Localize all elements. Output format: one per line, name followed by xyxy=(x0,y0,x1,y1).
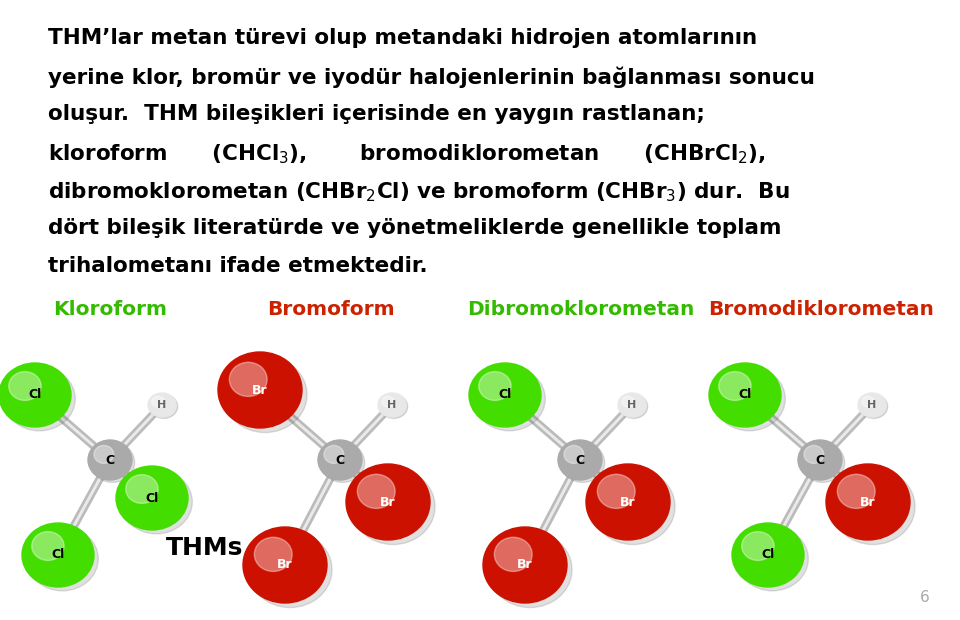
Ellipse shape xyxy=(622,396,635,407)
Text: Cl: Cl xyxy=(29,389,41,402)
Ellipse shape xyxy=(254,538,292,572)
Text: Cl: Cl xyxy=(498,389,512,402)
Ellipse shape xyxy=(713,367,785,431)
Ellipse shape xyxy=(248,531,332,608)
Ellipse shape xyxy=(859,394,888,418)
Ellipse shape xyxy=(116,466,188,530)
Ellipse shape xyxy=(94,445,113,463)
Ellipse shape xyxy=(473,367,545,431)
Ellipse shape xyxy=(152,396,164,407)
Ellipse shape xyxy=(218,352,302,428)
Text: H: H xyxy=(868,400,876,410)
Text: Dibromoklorometan: Dibromoklorometan xyxy=(468,300,694,319)
Text: yerine klor, bromür ve iyodür halojenlerinin bağlanması sonucu: yerine klor, bromür ve iyodür halojenler… xyxy=(48,66,815,87)
Ellipse shape xyxy=(243,527,327,603)
Text: C: C xyxy=(106,453,114,466)
Ellipse shape xyxy=(150,394,178,418)
Text: 6: 6 xyxy=(921,590,930,605)
Ellipse shape xyxy=(378,393,406,417)
Ellipse shape xyxy=(742,531,774,560)
Ellipse shape xyxy=(88,440,132,480)
Ellipse shape xyxy=(719,371,751,401)
Text: Kloroform: Kloroform xyxy=(54,300,167,319)
Ellipse shape xyxy=(351,469,435,544)
Text: Bromodiklorometan: Bromodiklorometan xyxy=(708,300,934,319)
Ellipse shape xyxy=(3,367,75,431)
Text: Br: Br xyxy=(620,495,636,508)
Ellipse shape xyxy=(483,527,567,603)
Ellipse shape xyxy=(619,394,648,418)
Ellipse shape xyxy=(324,445,344,463)
Ellipse shape xyxy=(479,371,511,401)
Text: Cl: Cl xyxy=(738,389,752,402)
Ellipse shape xyxy=(837,474,876,508)
Ellipse shape xyxy=(858,393,886,417)
Ellipse shape xyxy=(564,445,584,463)
Ellipse shape xyxy=(32,531,64,560)
Text: H: H xyxy=(388,400,396,410)
Ellipse shape xyxy=(798,440,842,480)
Ellipse shape xyxy=(561,443,605,482)
Ellipse shape xyxy=(0,363,71,427)
Ellipse shape xyxy=(586,464,670,540)
Text: C: C xyxy=(575,453,585,466)
Ellipse shape xyxy=(709,363,781,427)
Ellipse shape xyxy=(148,393,176,417)
Text: Br: Br xyxy=(277,559,293,572)
Ellipse shape xyxy=(736,527,808,591)
Ellipse shape xyxy=(346,464,430,540)
Text: Br: Br xyxy=(517,559,533,572)
Text: dibromoklorometan (CHBr$_2$Cl) ve bromoform (CHBr$_3$) dur.  Bu: dibromoklorometan (CHBr$_2$Cl) ve bromof… xyxy=(48,180,790,203)
Ellipse shape xyxy=(223,356,307,433)
Ellipse shape xyxy=(382,396,395,407)
Ellipse shape xyxy=(494,538,532,572)
Text: THM’lar metan türevi olup metandaki hidrojen atomlarının: THM’lar metan türevi olup metandaki hidr… xyxy=(48,28,757,48)
Ellipse shape xyxy=(597,474,636,508)
Ellipse shape xyxy=(357,474,396,508)
Text: H: H xyxy=(157,400,167,410)
Text: Bromoform: Bromoform xyxy=(268,300,395,319)
Text: Br: Br xyxy=(860,495,876,508)
Ellipse shape xyxy=(229,362,267,396)
Ellipse shape xyxy=(831,469,915,544)
Ellipse shape xyxy=(618,393,646,417)
Ellipse shape xyxy=(801,443,845,482)
Text: Cl: Cl xyxy=(145,492,158,505)
Ellipse shape xyxy=(826,464,910,540)
Text: C: C xyxy=(335,453,345,466)
Ellipse shape xyxy=(380,394,408,418)
Ellipse shape xyxy=(318,440,362,480)
Text: C: C xyxy=(815,453,825,466)
Ellipse shape xyxy=(321,443,365,482)
Ellipse shape xyxy=(9,371,41,401)
Text: Br: Br xyxy=(252,384,268,397)
Ellipse shape xyxy=(22,523,94,587)
Text: Cl: Cl xyxy=(761,549,775,562)
Ellipse shape xyxy=(26,527,98,591)
Text: oluşur.  THM bileşikleri içerisinde en yaygın rastlanan;: oluşur. THM bileşikleri içerisinde en ya… xyxy=(48,104,705,124)
Text: trihalometanı ifade etmektedir.: trihalometanı ifade etmektedir. xyxy=(48,256,427,276)
Ellipse shape xyxy=(488,531,572,608)
Ellipse shape xyxy=(558,440,602,480)
Text: THMs: THMs xyxy=(166,536,244,560)
Ellipse shape xyxy=(469,363,541,427)
Ellipse shape xyxy=(804,445,824,463)
Ellipse shape xyxy=(732,523,804,587)
Ellipse shape xyxy=(120,470,192,534)
Ellipse shape xyxy=(126,475,158,503)
Ellipse shape xyxy=(862,396,875,407)
Text: Br: Br xyxy=(380,495,396,508)
Text: H: H xyxy=(628,400,636,410)
Ellipse shape xyxy=(591,469,675,544)
Ellipse shape xyxy=(90,443,134,482)
Text: kloroform      (CHCl$_3$),       bromodiklorometan      (CHBrCl$_2$),: kloroform (CHCl$_3$), bromodiklorometan … xyxy=(48,142,766,166)
Text: Cl: Cl xyxy=(52,549,64,562)
Text: dört bileşik literatürde ve yönetmeliklerde genellikle toplam: dört bileşik literatürde ve yönetmelikle… xyxy=(48,218,781,238)
